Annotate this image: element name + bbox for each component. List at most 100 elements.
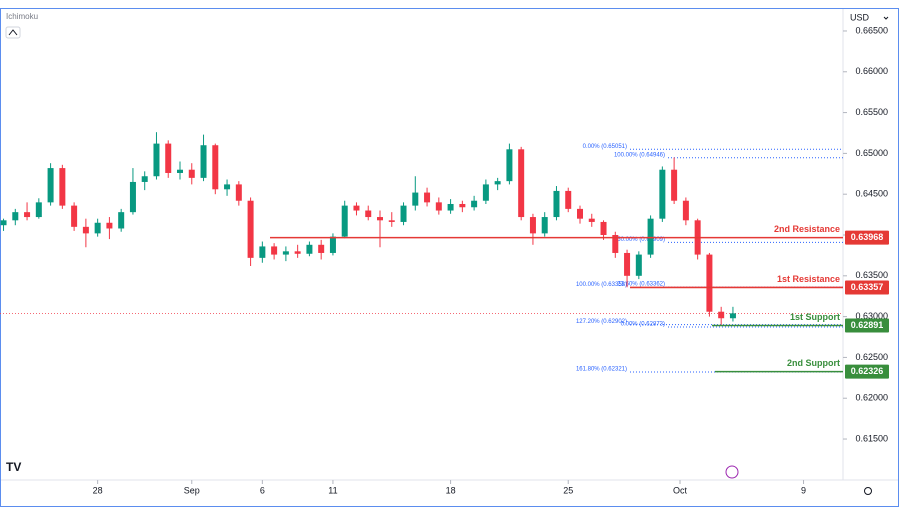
candle-body bbox=[271, 246, 278, 255]
indicator-label: Ichimoku bbox=[6, 12, 38, 21]
fib-label: 50.00% (0.63909) bbox=[617, 237, 665, 243]
fib-label: 161.80% (0.62321) bbox=[576, 367, 627, 373]
candle-body bbox=[318, 244, 325, 253]
x-tick-label: 28 bbox=[93, 485, 103, 495]
candle-body bbox=[12, 212, 19, 221]
candle-body bbox=[671, 169, 678, 201]
candle-body bbox=[635, 254, 642, 276]
candle-body bbox=[600, 221, 607, 236]
x-tick-label: Oct bbox=[673, 485, 688, 495]
x-tick-label: 9 bbox=[801, 485, 806, 495]
candle-body bbox=[247, 200, 254, 258]
candle-body bbox=[200, 145, 207, 178]
candle-body bbox=[153, 143, 160, 177]
candle-body bbox=[729, 313, 736, 319]
x-tick-label: 25 bbox=[563, 485, 573, 495]
y-tick-label: 0.66000 bbox=[855, 66, 888, 76]
candle-body bbox=[718, 311, 725, 319]
candle-body bbox=[706, 254, 713, 312]
fib-label: 100.00% (0.63358) bbox=[576, 282, 627, 288]
level-label: 1st Resistance bbox=[777, 274, 840, 284]
fib-label: 23.60% (0.63362) bbox=[617, 282, 665, 288]
x-tick-label: 11 bbox=[328, 485, 337, 495]
candle-body bbox=[400, 205, 407, 222]
candle-body bbox=[424, 192, 431, 203]
candle-body bbox=[212, 145, 219, 190]
collapse-button[interactable] bbox=[5, 26, 21, 39]
candle-body bbox=[577, 208, 583, 219]
candle-body bbox=[518, 149, 525, 218]
candle-body bbox=[82, 226, 89, 234]
fib-label: 100.00% (0.64946) bbox=[614, 152, 665, 158]
level-value: 0.62326 bbox=[851, 366, 884, 376]
level-badge bbox=[845, 364, 889, 379]
candle-body bbox=[471, 200, 478, 208]
y-tick-label: 0.63000 bbox=[855, 311, 888, 321]
level-value: 0.62891 bbox=[851, 320, 884, 330]
y-tick-label: 0.61500 bbox=[855, 433, 888, 443]
candle-body bbox=[377, 217, 383, 221]
candle-body bbox=[71, 205, 78, 227]
candle-body bbox=[235, 184, 242, 201]
y-tick-label: 0.65500 bbox=[855, 107, 888, 117]
level-value: 0.63968 bbox=[851, 232, 884, 242]
frame bbox=[0, 8, 899, 507]
candle-body bbox=[294, 251, 301, 254]
candle-body bbox=[141, 176, 148, 182]
candle-body bbox=[659, 169, 666, 219]
candle-body bbox=[129, 181, 136, 213]
candle-body bbox=[482, 184, 489, 201]
x-tick-label: 6 bbox=[260, 485, 265, 495]
level-badge bbox=[845, 280, 889, 295]
logo: TV bbox=[6, 460, 21, 474]
y-tick-label: 0.64500 bbox=[855, 189, 888, 199]
candle-body bbox=[24, 212, 31, 218]
candle-body bbox=[365, 210, 372, 218]
candle-body bbox=[682, 200, 689, 221]
candle-body bbox=[35, 202, 42, 218]
level-label: 2nd Resistance bbox=[774, 224, 840, 234]
y-tick-label: 0.66500 bbox=[855, 25, 888, 35]
level-label: 1st Support bbox=[790, 312, 840, 322]
fib-label: 127.20% (0.62902) bbox=[576, 319, 627, 325]
candle-body bbox=[412, 192, 419, 206]
candle-body bbox=[447, 203, 454, 211]
candle-body bbox=[624, 252, 631, 276]
candle-body bbox=[388, 220, 395, 222]
candle-body bbox=[435, 202, 442, 211]
y-tick-label: 0.63500 bbox=[855, 270, 888, 280]
x-tick-label: 18 bbox=[446, 485, 456, 495]
candle-body bbox=[177, 169, 183, 173]
x-tick-label: Sep bbox=[184, 485, 200, 495]
y-tick-label: 0.62500 bbox=[855, 352, 888, 362]
fib-label: 0.00% (0.65051) bbox=[583, 144, 627, 150]
settings-icon[interactable] bbox=[864, 487, 872, 495]
level-badge bbox=[845, 318, 889, 333]
candle-body bbox=[47, 168, 54, 203]
candle-body bbox=[106, 222, 113, 229]
candle-body bbox=[118, 212, 125, 229]
currency-caret bbox=[883, 16, 889, 20]
y-tick-label: 0.65000 bbox=[855, 148, 888, 158]
event-icon[interactable] bbox=[725, 465, 739, 479]
candle-body bbox=[494, 181, 501, 185]
candle-body bbox=[588, 218, 595, 222]
candle-body bbox=[553, 190, 560, 218]
plot: 0.615000.620000.625000.630000.635000.640… bbox=[0, 25, 889, 495]
currency[interactable]: USD bbox=[850, 12, 870, 22]
candle-body bbox=[647, 218, 654, 255]
candle-body bbox=[459, 203, 466, 208]
fib-label: 0.00% (0.62873) bbox=[621, 322, 665, 328]
candle-body bbox=[565, 190, 572, 209]
candle-body bbox=[329, 236, 336, 253]
candle-body bbox=[506, 149, 513, 182]
candle-body bbox=[224, 184, 231, 190]
candle-body bbox=[165, 143, 172, 173]
candle-body bbox=[541, 217, 548, 234]
candle-body bbox=[188, 169, 195, 178]
candle-body bbox=[353, 205, 360, 211]
candle-body bbox=[341, 205, 348, 237]
candle-body bbox=[529, 217, 536, 234]
level-badge bbox=[845, 230, 889, 245]
